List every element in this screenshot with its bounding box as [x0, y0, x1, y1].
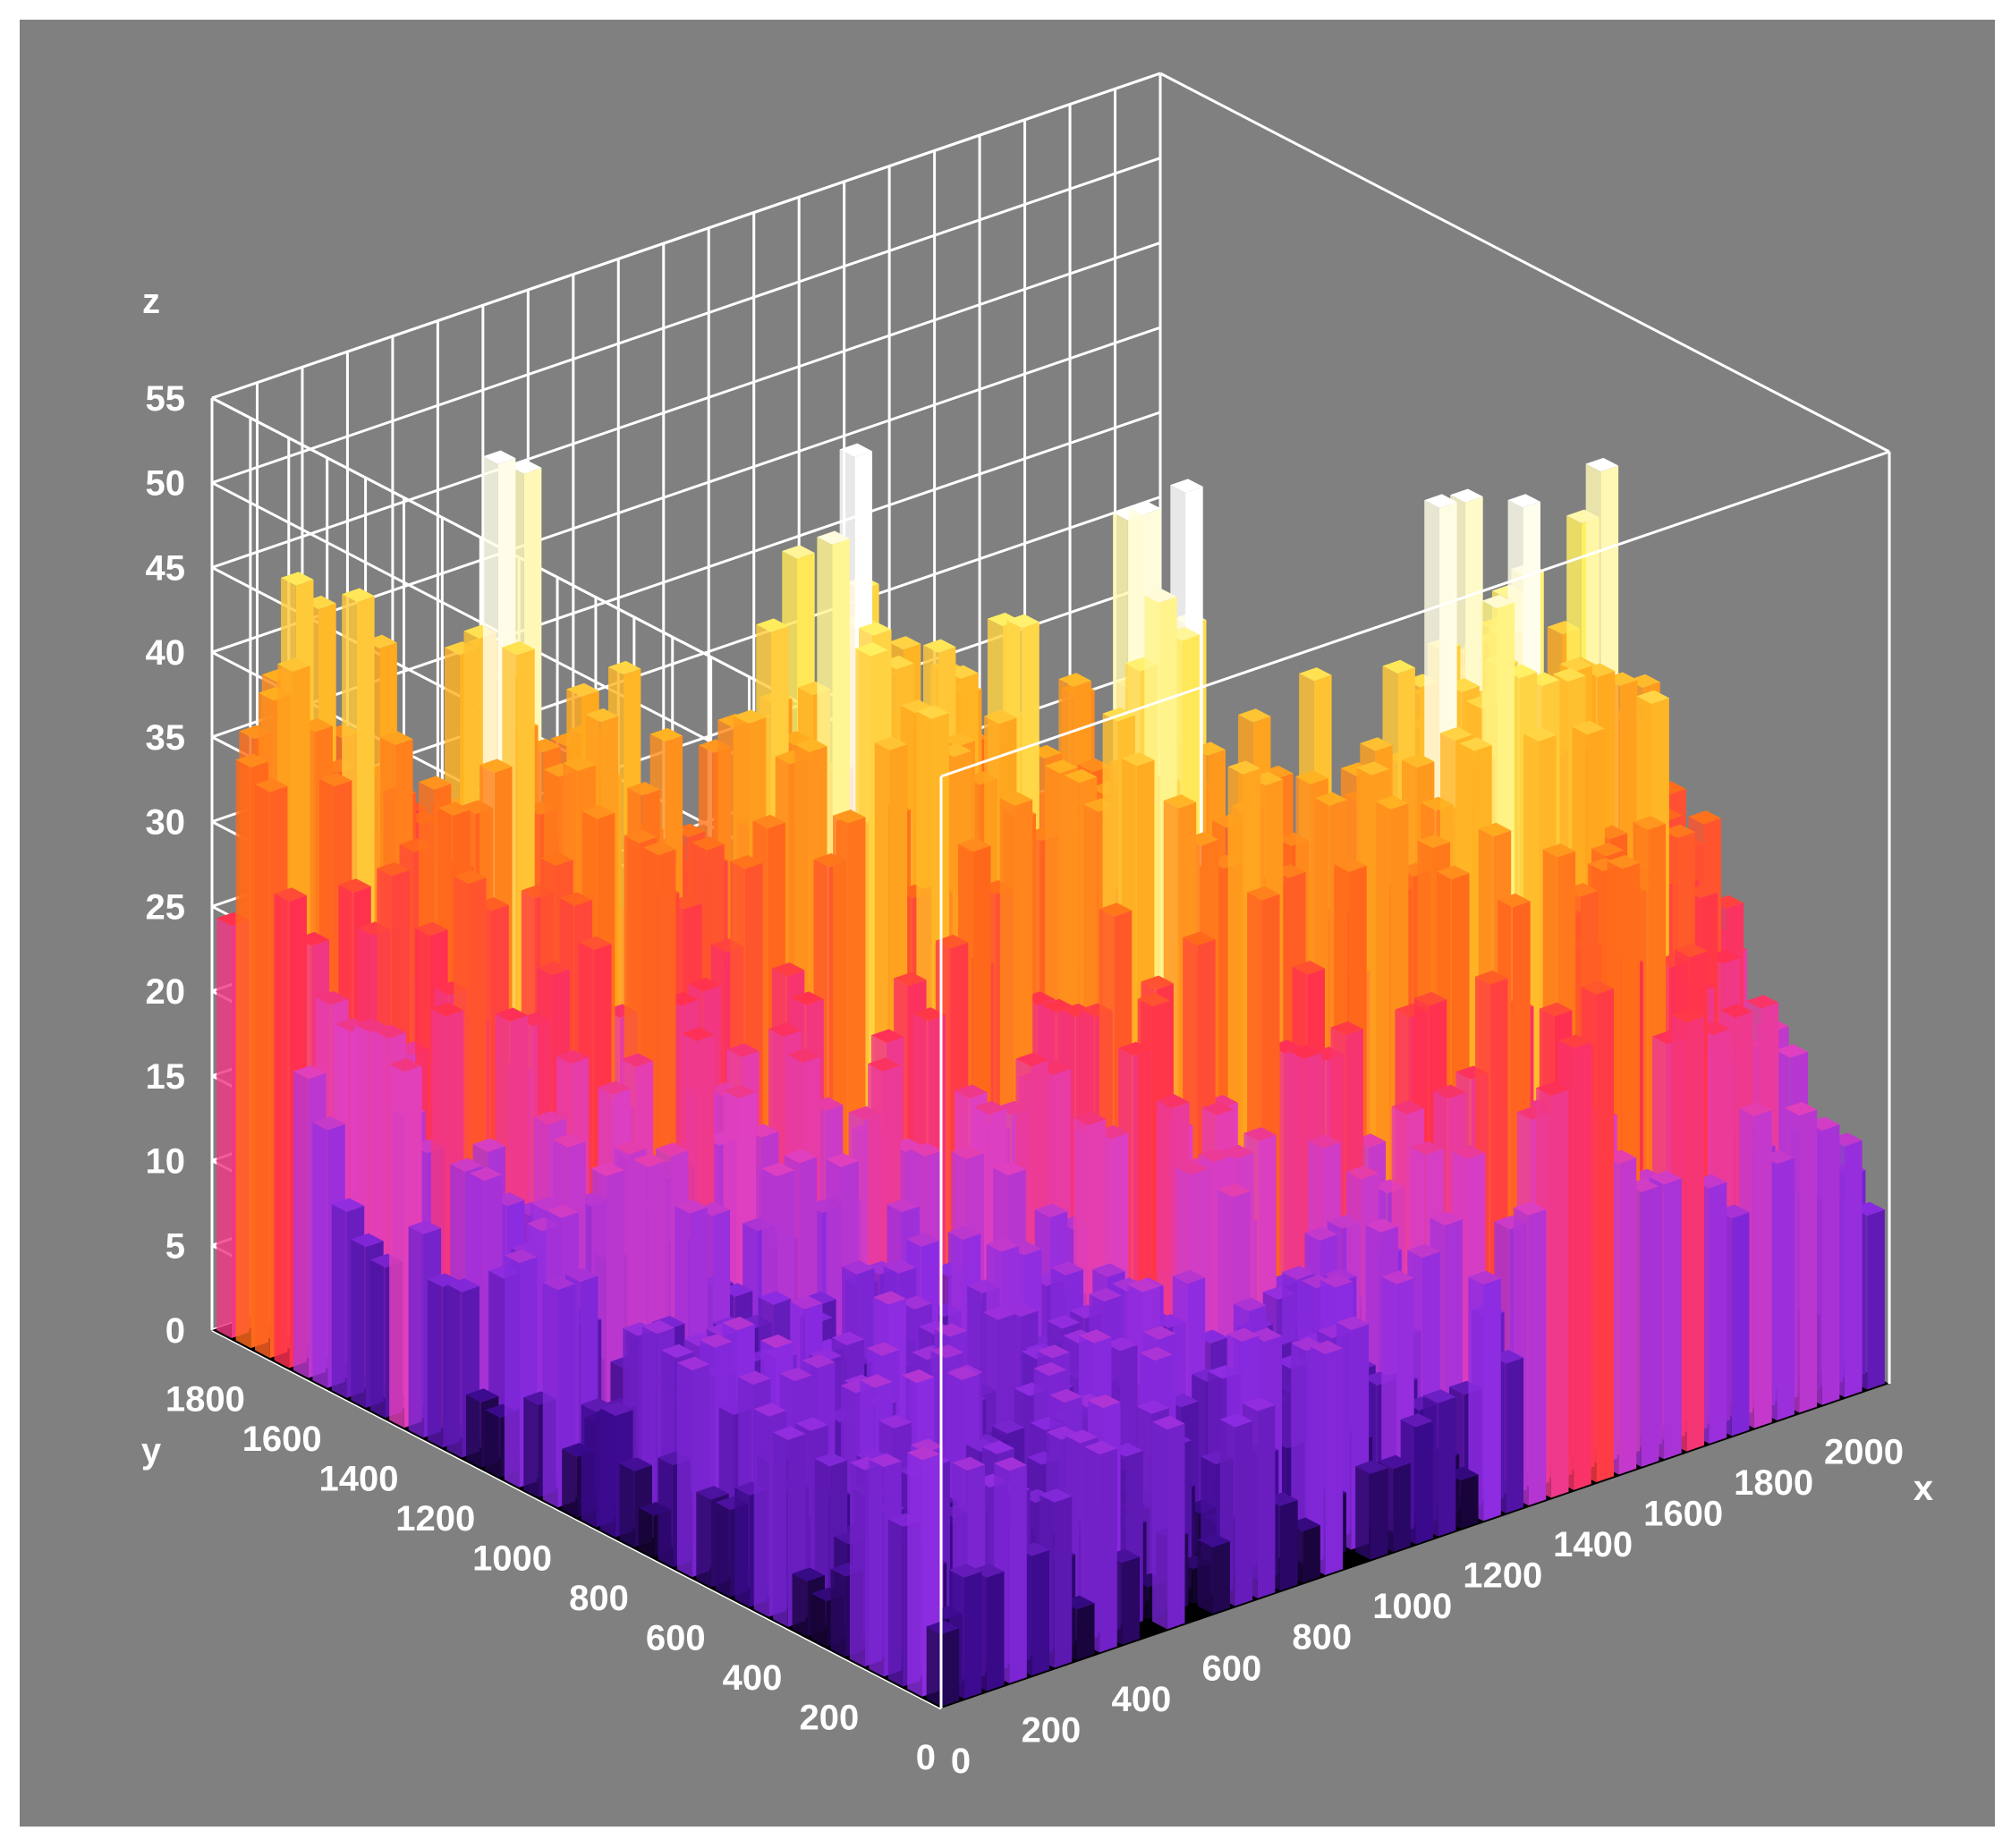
back-wall-gridline — [211, 242, 1161, 569]
bar — [926, 1620, 960, 1707]
y-tick-label: 400 — [723, 1658, 783, 1698]
x-axis-label: x — [1913, 1469, 1933, 1508]
plot-frame: 0 5 10 15 20 25 30 35 40 45 50 55 0 200 400 600 800 1000 1… — [20, 20, 1995, 1827]
y-tick-label: 1400 — [318, 1459, 398, 1498]
y-tick-label: 1000 — [472, 1539, 552, 1578]
z-tick-label: 5 — [165, 1226, 185, 1266]
z-tick-label: 10 — [146, 1142, 186, 1182]
x-tick-label: 2000 — [1824, 1432, 1904, 1471]
y-axis-label: y — [141, 1431, 162, 1471]
z-tick-label: 15 — [146, 1057, 186, 1097]
x-tick-label: 400 — [1112, 1680, 1172, 1719]
front-frame-edges — [939, 72, 1891, 1708]
bars-layer — [216, 443, 1885, 1707]
y-tick-label: 0 — [916, 1738, 936, 1777]
x-tick-label: 200 — [1022, 1710, 1082, 1750]
front-top-edge — [940, 450, 1890, 778]
z-axis-label: z — [142, 282, 160, 321]
z-tick-label: 50 — [146, 464, 186, 504]
bar — [1355, 1460, 1388, 1560]
right-top-edge — [1159, 72, 1890, 454]
back-wall-gridline — [211, 157, 1161, 485]
x-tick-label: 1600 — [1643, 1494, 1723, 1533]
y-tick-label: 1800 — [165, 1379, 245, 1419]
z-tick-label: 45 — [146, 548, 186, 588]
z-tick-label: 35 — [146, 718, 186, 758]
bar — [1152, 1415, 1185, 1630]
x-tick-label: 0 — [951, 1742, 971, 1781]
z-tick-label: 55 — [146, 379, 186, 419]
box-edge — [211, 72, 1161, 400]
z-tick-label: 20 — [146, 972, 186, 1012]
tick-labels: 0510152025303540455055020040060080010001… — [146, 379, 1905, 1781]
y-tick-label: 200 — [799, 1698, 859, 1737]
z-tick-label: 30 — [146, 803, 186, 843]
y-tick-label: 1200 — [395, 1499, 475, 1539]
bar — [1197, 1533, 1230, 1615]
bar — [1468, 1270, 1501, 1522]
bar — [1310, 1340, 1344, 1575]
y-tick-label: 800 — [569, 1579, 629, 1618]
z-tick-label: 40 — [146, 633, 186, 673]
z-tick-label: 25 — [146, 887, 186, 927]
x-tick-label: 1800 — [1734, 1463, 1813, 1503]
x-tick-label: 1200 — [1463, 1556, 1542, 1596]
y-tick-label: 600 — [646, 1618, 706, 1657]
chart-3d-plot: 0510152025303540455055020040060080010001… — [141, 72, 1933, 1781]
axis-labels: z x y — [141, 282, 1933, 1508]
y-tick-label: 1600 — [242, 1420, 322, 1459]
x-tick-label: 600 — [1201, 1649, 1261, 1688]
x-tick-label: 800 — [1292, 1618, 1352, 1657]
x-tick-label: 1400 — [1553, 1525, 1633, 1564]
z-tick-label: 0 — [165, 1311, 185, 1351]
x-tick-label: 1000 — [1372, 1587, 1452, 1626]
